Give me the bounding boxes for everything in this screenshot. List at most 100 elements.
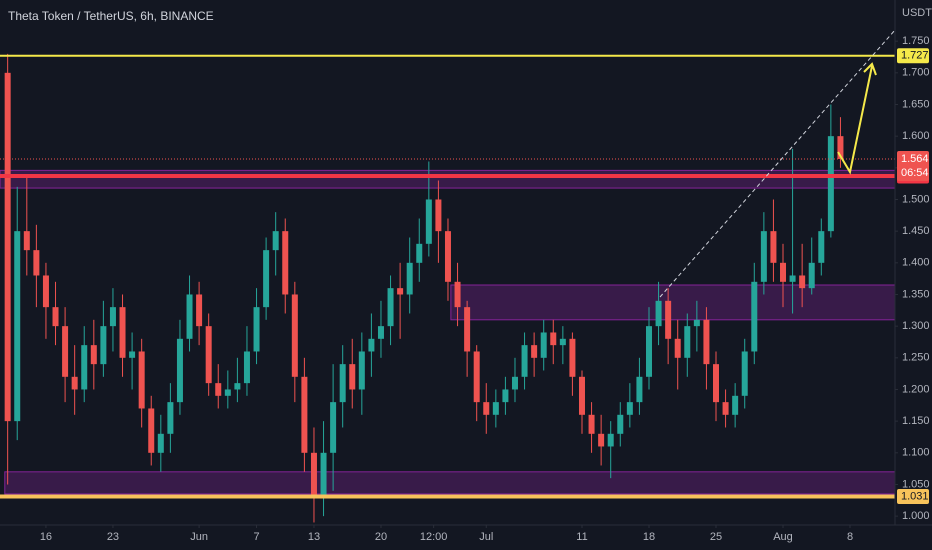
y-tick-label: 1.400 (902, 257, 930, 269)
axes: 1.000 1.050 1.100 1.150 1.200 1.250 1.300 1.350… (40, 35, 930, 543)
candle-body (23, 231, 30, 251)
candle-body (90, 345, 97, 365)
zone (4, 471, 896, 495)
x-tick-label: 18 (643, 531, 655, 543)
level-label-bg (897, 48, 929, 64)
candle-body (837, 136, 844, 159)
candle-body (569, 338, 576, 377)
candle-body (14, 231, 21, 422)
candle-body (425, 199, 432, 244)
x-tick-label: 25 (710, 531, 722, 543)
candle-body (368, 338, 375, 352)
candle-body (339, 364, 346, 403)
y-tick-label: 1.100 (902, 447, 930, 459)
candle-body (129, 351, 136, 358)
candle-body (473, 351, 480, 403)
candle-body (167, 402, 174, 434)
candle-body (665, 300, 672, 339)
y-tick-label: 1.050 (902, 478, 930, 490)
x-tick-label: 13 (308, 531, 320, 543)
candle-body (282, 231, 289, 295)
candle-body (109, 307, 116, 327)
y-tick-label: 1.300 (902, 320, 930, 332)
x-tick-label: 23 (107, 531, 119, 543)
x-tick-label: Aug (773, 531, 793, 543)
candle-body (253, 307, 260, 352)
candle-body (416, 243, 423, 263)
candle-body (760, 231, 767, 282)
candle-body (741, 351, 748, 396)
x-tick-label: Jul (479, 531, 493, 543)
candle-body (349, 364, 356, 390)
y-tick-label: 1.650 (902, 98, 930, 110)
candle-body (732, 395, 739, 415)
y-tick-label: 1.350 (902, 288, 930, 300)
candle-body (799, 275, 806, 289)
x-tick-label: 7 (253, 531, 259, 543)
candle-body (483, 402, 490, 415)
y-tick-label: 1.250 (902, 352, 930, 364)
candle-body (52, 307, 59, 327)
candle-body (234, 383, 241, 390)
candle-body (196, 294, 203, 327)
y-tick-label: 1.600 (902, 130, 930, 142)
candle-body (645, 326, 652, 377)
candle-body (62, 326, 69, 377)
candle-body (176, 338, 183, 403)
candle-body (559, 338, 566, 346)
plot-area (0, 53, 896, 523)
candle-body (397, 288, 404, 295)
x-tick-label: 20 (375, 531, 387, 543)
candle-body (713, 364, 719, 403)
level-label: 1.031 (901, 490, 929, 502)
candle-body (578, 376, 585, 415)
candle-body (808, 262, 815, 289)
candle-body (330, 402, 337, 453)
y-tick-label: 1.750 (902, 35, 930, 47)
candle-body (320, 452, 327, 498)
candle-body (33, 250, 40, 276)
candle-body (71, 376, 78, 390)
candle-body (215, 383, 222, 396)
candle-body (780, 262, 787, 282)
candle-body (148, 408, 155, 453)
candle-body (693, 319, 700, 327)
candle-body (435, 199, 442, 232)
candle-body (387, 288, 394, 327)
candle-body (655, 300, 662, 327)
candle-body (4, 72, 11, 422)
level-label: 1.727 (901, 50, 929, 62)
candle-body (722, 402, 729, 415)
candle-body (301, 376, 308, 453)
x-tick-label: 16 (40, 531, 52, 543)
candle-body (607, 433, 614, 447)
candle-body (81, 345, 88, 390)
x-tick-label: 12:00 (420, 531, 448, 543)
candle-body (827, 136, 834, 232)
candle-body (291, 294, 298, 377)
candle-body (358, 351, 365, 390)
projection-arrow (837, 65, 873, 175)
candle-body (138, 351, 145, 409)
y-tick-label: 1.000 (902, 510, 930, 522)
candle-body (243, 351, 250, 384)
candle-body (492, 402, 499, 415)
candle-body (636, 376, 643, 403)
candle-body (205, 326, 212, 384)
y-tick-label: 1.150 (902, 415, 930, 427)
y-tick-label: 1.450 (902, 225, 930, 237)
zone (450, 284, 896, 321)
candle-body (751, 281, 758, 352)
current-price-label-bg (897, 150, 929, 181)
candle-body (377, 326, 384, 339)
candle-body (502, 389, 509, 403)
countdown-label: 06:54 (901, 167, 929, 179)
candle-body (263, 250, 270, 308)
candle-body (521, 345, 528, 377)
candle-body (789, 275, 796, 282)
x-tick-label: Jun (190, 531, 208, 543)
candle-body (454, 281, 461, 308)
candle-body (588, 414, 595, 434)
